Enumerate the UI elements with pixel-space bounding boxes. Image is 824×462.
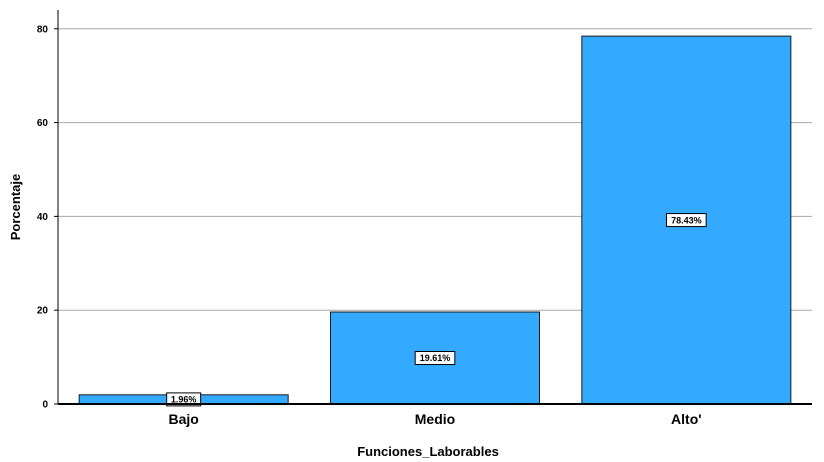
x-category-label: Medio: [415, 411, 455, 427]
y-tick-label: 60: [37, 118, 49, 129]
data-labels: 1.96% 19.61% 78.43%: [166, 213, 707, 407]
data-label-box: [414, 351, 456, 366]
y-tick-label: 80: [37, 24, 49, 35]
x-axis-title: Funciones_Laborables: [357, 444, 499, 459]
data-label-box: [666, 213, 707, 228]
data-label: 78.43%: [666, 213, 707, 228]
y-axis-title: Porcentaje: [8, 174, 23, 240]
x-axis-categories: Bajo Medio Alto': [168, 411, 701, 427]
y-tick-label: 0: [42, 400, 48, 411]
x-category-label: Bajo: [168, 411, 198, 427]
y-tick-label: 20: [37, 306, 49, 317]
x-category-label: Alto': [671, 411, 702, 427]
data-label: 1.96%: [166, 392, 202, 407]
y-tick-label: 40: [37, 212, 49, 223]
data-label-text: 78.43%: [671, 215, 702, 225]
y-axis-ticks: 0 20 40 60 80: [37, 24, 58, 411]
data-label: 19.61%: [414, 351, 456, 366]
data-label-box: [166, 392, 202, 407]
data-label-text: 19.61%: [420, 353, 451, 363]
data-label-text: 1.96%: [171, 395, 197, 405]
